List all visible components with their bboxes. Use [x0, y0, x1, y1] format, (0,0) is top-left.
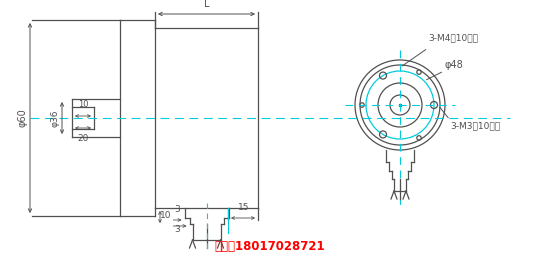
Text: 3-M4深10均布: 3-M4深10均布 — [428, 33, 478, 42]
Text: 10: 10 — [160, 212, 171, 221]
Text: 3-M3深10均布: 3-M3深10均布 — [450, 121, 500, 130]
Text: φ60: φ60 — [18, 109, 28, 127]
Text: 3: 3 — [175, 225, 180, 234]
Text: φ48: φ48 — [444, 60, 463, 70]
Text: 20: 20 — [78, 134, 89, 143]
Text: L: L — [204, 0, 209, 9]
Text: 3: 3 — [175, 205, 180, 214]
Text: 15: 15 — [238, 203, 250, 212]
Text: 10: 10 — [78, 100, 88, 109]
Text: φ36: φ36 — [51, 109, 60, 127]
Text: 手机：18017028721: 手机：18017028721 — [215, 240, 325, 254]
